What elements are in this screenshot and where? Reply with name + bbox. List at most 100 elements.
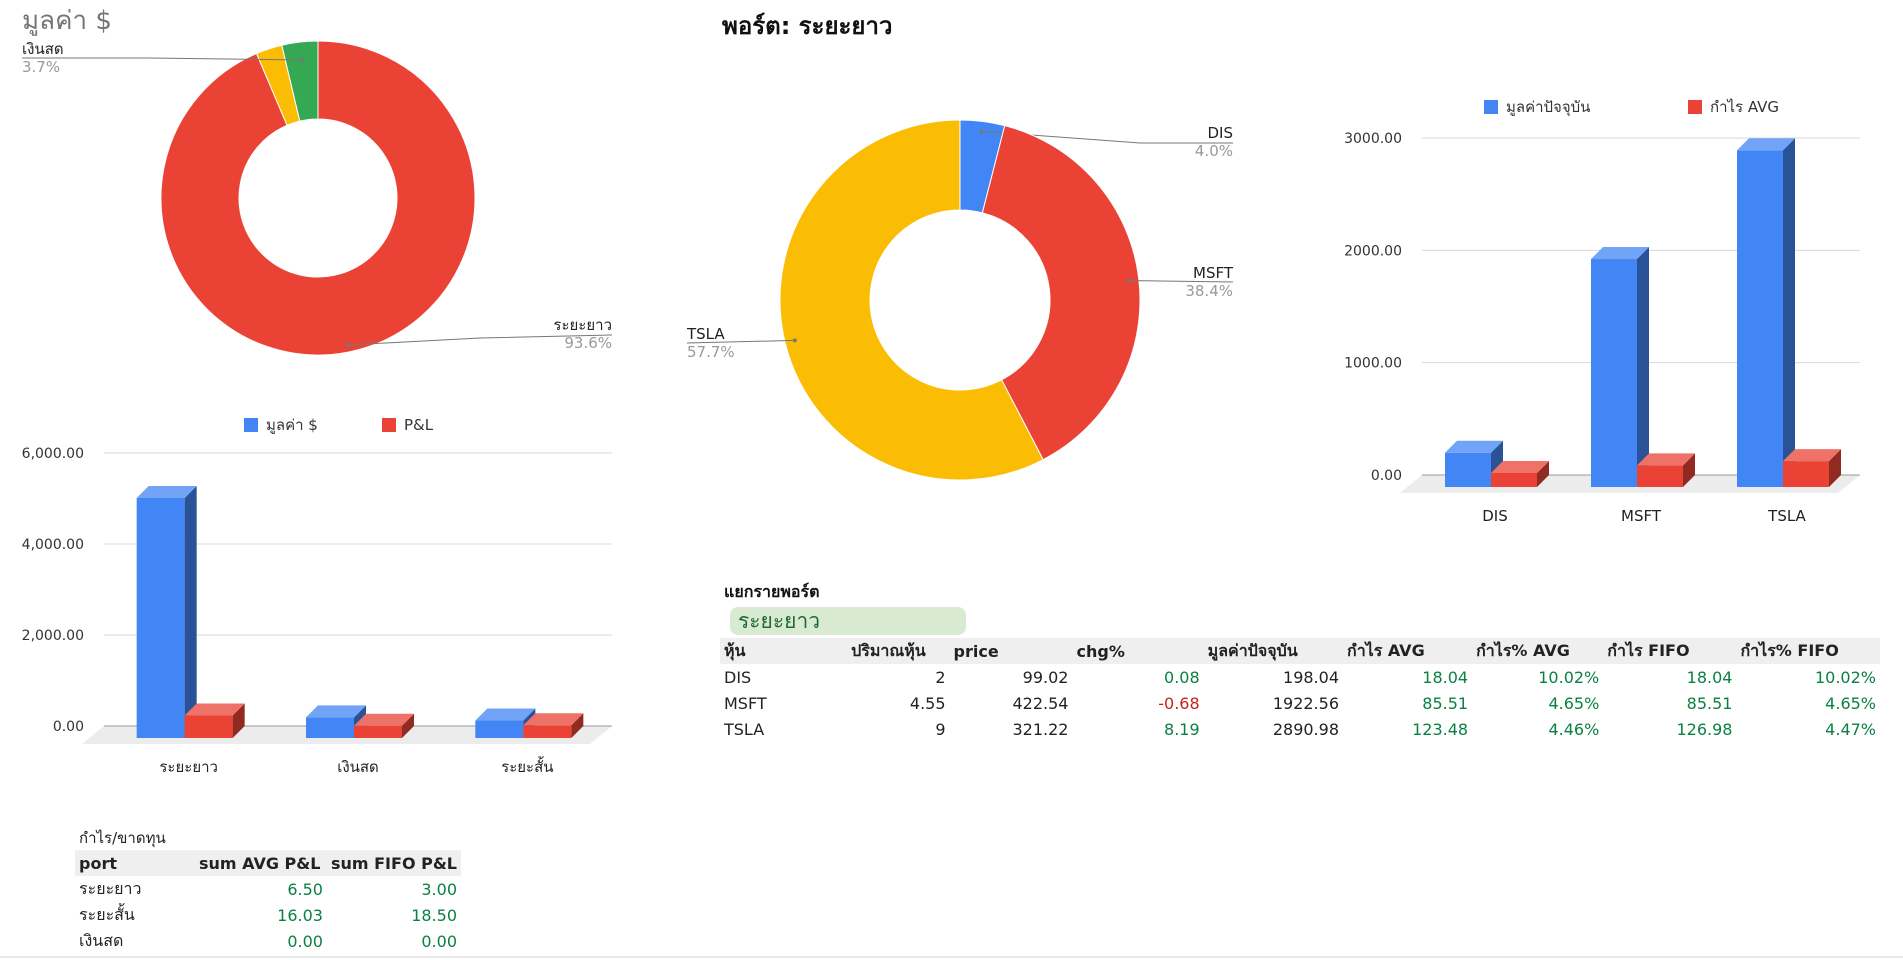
slice-label: TSLA: [686, 325, 725, 343]
cell-avg-pl: 18.04: [1422, 667, 1469, 687]
slice-leader-line: [22, 57, 302, 61]
pnl-label: กำไร/ขาดทุน: [79, 829, 166, 847]
y-tick-label: 2,000.00: [22, 628, 84, 644]
x-tick-label: ระยะสั้น: [501, 756, 553, 776]
port-bar-chart: มูลค่า $ P&L 0.00 2,000.00 4,000.00 6,000.00 ร…: [22, 416, 612, 776]
table-header-row: หุ้น ปริมาณหุ้น price chg% มูลค่าปัจจุบั…: [720, 638, 1880, 664]
donut-slice[interactable]: [160, 40, 476, 356]
x-tick-label: TSLA: [1767, 507, 1806, 525]
col-header: กำไร% FIFO: [1736, 638, 1880, 664]
slice-leader-line: [1128, 280, 1234, 283]
cell-avg-pct: 10.02%: [1538, 667, 1600, 687]
bar[interactable]: [1445, 440, 1503, 487]
legend-label: P&L: [404, 416, 434, 434]
cell-chg: 8.19: [1164, 719, 1200, 739]
col-header: กำไร AVG: [1343, 638, 1473, 664]
bar[interactable]: [1783, 449, 1841, 487]
table-row: TSLA 9 321.22 8.19 2890.98 123.48 4.46% …: [720, 716, 1880, 742]
cell-fifo-pl: 126.98: [1676, 719, 1733, 739]
slice-leader-dot: [792, 338, 797, 343]
table-row: DIS 2 99.02 0.08 198.04 18.04 10.02% 18.…: [720, 664, 1880, 690]
legend-label: มูลค่า $: [266, 416, 318, 434]
stock-bar-chart: มูลค่าปัจจุบัน กำไร AVG 0.00 1000.00 2000.00…: [1344, 98, 1860, 525]
donut-slice[interactable]: [981, 125, 1141, 461]
cell-price: 321.22: [1012, 719, 1069, 739]
cell-port: ระยะยาว: [79, 878, 142, 898]
y-tick-label: 0.00: [53, 719, 84, 735]
slice-leader-dot: [1126, 278, 1131, 283]
cell-avg: 0.00: [287, 931, 323, 951]
breakdown-label: แยกรายพอร์ต: [724, 582, 820, 601]
legend-label: กำไร AVG: [1710, 98, 1779, 116]
slice-leader-line: [981, 130, 1233, 144]
bar[interactable]: [1637, 453, 1695, 487]
breakdown-selected[interactable]: ระยะยาว: [730, 607, 966, 635]
bar[interactable]: [475, 708, 536, 738]
cell-value: 1922.56: [1272, 693, 1339, 713]
slice-label: เงินสด: [22, 40, 64, 58]
donut-slice[interactable]: [779, 119, 1044, 481]
y-tick-label: 0.00: [1371, 468, 1402, 484]
slice-label: MSFT: [1193, 264, 1234, 282]
y-tick-label: 2000.00: [1344, 243, 1402, 259]
cell-avg: 16.03: [277, 905, 323, 925]
bar[interactable]: [1491, 460, 1549, 487]
cell-fifo-pct: 4.47%: [1825, 719, 1876, 739]
sheet-bottom-border: [0, 956, 1903, 958]
value-chart-title: มูลค่า $: [22, 6, 112, 36]
col-header: sum FIFO P&L: [326, 850, 461, 876]
legend-swatch: [1484, 100, 1498, 114]
cell-price: 99.02: [1022, 667, 1069, 687]
cell-port: ระยะสั้น: [79, 904, 135, 924]
x-tick-label: ระยะยาว: [159, 758, 218, 776]
cell-value: 2890.98: [1272, 719, 1339, 739]
cell-price: 422.54: [1012, 693, 1069, 713]
slice-percent-label: 3.7%: [22, 58, 60, 76]
legend-swatch: [382, 418, 396, 432]
col-header: price: [949, 638, 1073, 664]
y-tick-label: 3000.00: [1344, 131, 1402, 147]
col-header: chg%: [1072, 638, 1204, 664]
x-tick-label: DIS: [1482, 507, 1508, 525]
cell-qty: 4.55: [909, 693, 946, 713]
legend-swatch: [244, 418, 258, 432]
cell-avg-pct: 4.46%: [1548, 719, 1600, 739]
col-header: sum AVG P&L: [194, 850, 327, 876]
legend-swatch: [1688, 100, 1702, 114]
breakdown-selector[interactable]: ระยะยาว: [730, 607, 966, 635]
y-tick-label: 1000.00: [1344, 356, 1402, 372]
x-tick-label: เงินสด: [337, 758, 379, 776]
stock-table: หุ้น ปริมาณหุ้น price chg% มูลค่าปัจจุบั…: [720, 638, 1880, 742]
bar[interactable]: [354, 713, 414, 738]
cell-ticker: MSFT: [724, 693, 767, 713]
cell-port: เงินสด: [79, 930, 124, 950]
bar[interactable]: [184, 703, 245, 738]
cell-ticker: DIS: [724, 667, 752, 687]
table-row: MSFT 4.55 422.54 -0.68 1922.56 85.51 4.6…: [720, 690, 1880, 716]
slice-percent-label: 93.6%: [564, 334, 612, 352]
cell-qty: 2: [935, 667, 946, 687]
col-header: หุ้น: [720, 638, 848, 664]
port-chart-title: พอร์ต: ระยะยาว: [722, 12, 893, 40]
cell-qty: 9: [935, 719, 946, 739]
cell-avg-pl: 123.48: [1412, 719, 1469, 739]
slice-label: DIS: [1208, 124, 1234, 142]
bar[interactable]: [523, 713, 584, 738]
cell-fifo: 18.50: [411, 905, 457, 925]
slice-leader-dot: [299, 57, 304, 62]
col-header: port: [75, 850, 195, 876]
table-row: เงินสด 0.00 0.00: [75, 928, 461, 954]
slice-leader-line: [347, 334, 613, 346]
bar[interactable]: [136, 485, 197, 738]
bar[interactable]: [1591, 247, 1649, 487]
cell-chg: 0.08: [1164, 667, 1200, 687]
table-header-row: port sum AVG P&L sum FIFO P&L: [75, 850, 461, 876]
cell-avg-pl: 85.51: [1422, 693, 1469, 713]
donut-slice[interactable]: [281, 40, 319, 122]
bar[interactable]: [1737, 138, 1795, 487]
cell-value: 198.04: [1283, 667, 1339, 687]
cell-fifo-pct: 4.65%: [1825, 693, 1876, 713]
cell-ticker: TSLA: [724, 719, 765, 739]
slice-leader-dot: [345, 342, 350, 347]
